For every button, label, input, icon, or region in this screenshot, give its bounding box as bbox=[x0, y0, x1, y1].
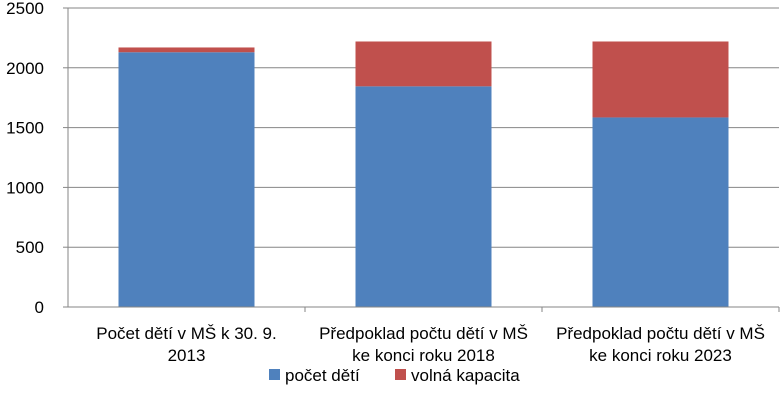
x-category-label: ke konci roku 2023 bbox=[589, 346, 732, 365]
bar-volna-kapacita bbox=[592, 41, 729, 118]
y-tick-label: 2000 bbox=[6, 59, 44, 78]
bar-volna-kapacita bbox=[355, 41, 492, 87]
x-category-label: 2013 bbox=[168, 346, 206, 365]
y-tick-label: 1500 bbox=[6, 119, 44, 138]
y-axis: 0 500 1000 1500 2000 2500 bbox=[6, 0, 69, 317]
y-tick-label: 0 bbox=[35, 298, 44, 317]
x-category-label: Předpoklad počtu dětí v MŠ bbox=[556, 324, 765, 343]
bar-pocet-deti bbox=[118, 52, 255, 307]
bar-pocet-deti bbox=[592, 117, 729, 308]
bar-pocet-deti bbox=[355, 86, 492, 307]
legend-swatch bbox=[269, 369, 280, 380]
legend-swatch bbox=[395, 369, 406, 380]
x-category-label: ke konci roku 2018 bbox=[352, 346, 495, 365]
legend-label: počet dětí bbox=[285, 366, 360, 385]
legend-label: volná kapacita bbox=[411, 366, 520, 385]
x-axis: Počet dětí v MŠ k 30. 9. 2013 Předpoklad p… bbox=[68, 306, 780, 365]
y-tick-label: 500 bbox=[16, 238, 44, 257]
bar-volna-kapacita bbox=[118, 47, 255, 53]
y-tick-label: 2500 bbox=[6, 0, 44, 18]
x-category-label: Předpoklad počtu dětí v MŠ bbox=[319, 324, 528, 343]
x-category-label: Počet dětí v MŠ k 30. 9. bbox=[96, 324, 276, 343]
bars bbox=[118, 41, 729, 308]
legend: počet dětí volná kapacita bbox=[269, 366, 520, 385]
y-tick-label: 1000 bbox=[6, 178, 44, 197]
